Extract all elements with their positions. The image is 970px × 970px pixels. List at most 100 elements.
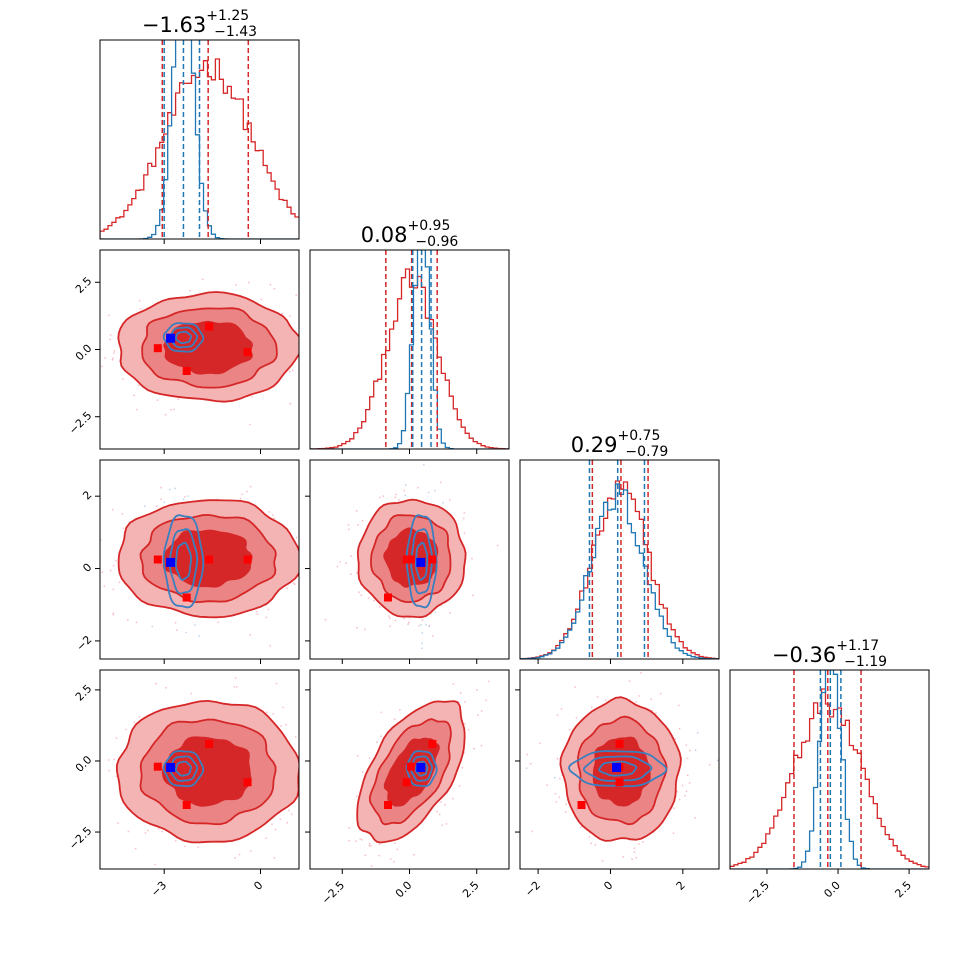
histogram-panel-4: −0.36+1.17 −1.19 −2.5 0.0 2.5 [729, 638, 930, 907]
x-tick-label: −2.5 [744, 879, 772, 907]
scatter-point [115, 775, 117, 778]
scatter-point [97, 767, 99, 769]
scatter-point [471, 557, 473, 560]
scatter-point [487, 680, 490, 683]
scatter-point [423, 456, 425, 458]
scatter-point [122, 378, 124, 380]
scatter-point [708, 764, 711, 766]
contour-narrow-1 [175, 760, 192, 777]
scatter-point [111, 508, 114, 511]
scatter-point [394, 842, 396, 844]
scatter-point [113, 352, 115, 354]
scatter-point [302, 872, 304, 874]
panel-title-3: 0.29+0.75 −0.79 [571, 428, 669, 460]
scatter-point [109, 338, 112, 341]
scatter-point [574, 686, 577, 688]
scatter-point [389, 617, 391, 620]
scatter-point [441, 824, 444, 827]
scatter-point [458, 785, 461, 787]
scatter-point [361, 519, 364, 522]
scatter-point [113, 758, 116, 761]
scatter-point [137, 384, 140, 386]
histogram-wide [730, 688, 929, 869]
scatter-point [308, 573, 310, 575]
red-marker [153, 555, 162, 564]
scatter-point [556, 714, 559, 716]
scatter-point [684, 794, 686, 797]
y-tick-label: 2.5 [73, 682, 95, 704]
red-marker [384, 593, 392, 602]
scatter-point [239, 497, 242, 500]
scatter-point [631, 858, 633, 860]
histogram-area-2 [310, 250, 509, 449]
scatter-point [348, 528, 350, 531]
scatter-point [638, 843, 640, 845]
red-marker [243, 555, 252, 564]
red-marker [153, 344, 162, 353]
scatter-point [198, 635, 201, 637]
histogram-area-3 [520, 480, 719, 659]
scatter-point [413, 853, 415, 856]
scatter-point [155, 682, 157, 685]
scatter-point [147, 829, 149, 832]
scatter-point [449, 612, 452, 614]
scatter-point [344, 518, 346, 520]
scatter-point [590, 706, 593, 709]
scatter-point [388, 615, 390, 617]
scatter-point [249, 423, 251, 426]
histogram-panel-1: −1.63+1.25 −1.43 [99, 8, 300, 244]
scatter-point [397, 499, 400, 501]
scatter-point [364, 628, 366, 631]
y-tick-label: −2 [74, 633, 95, 654]
scatter-point [249, 633, 252, 636]
red-marker [182, 593, 191, 602]
scatter-point [249, 485, 252, 488]
panel-frame [99, 39, 300, 240]
scatter-point [93, 583, 95, 585]
scatter-point [151, 625, 154, 628]
scatter-point [525, 767, 528, 770]
truth-marker [612, 763, 622, 772]
contour-narrow-1 [175, 330, 192, 344]
scatter-point [115, 737, 118, 740]
scatter-point [480, 744, 483, 747]
scatter-point [380, 711, 383, 714]
scatter-point [154, 863, 157, 866]
x-tick-label: −3 [148, 879, 169, 900]
scatter-point [286, 587, 289, 590]
scatter-point [295, 294, 298, 296]
scatter-point [121, 513, 124, 515]
scatter-point [160, 486, 162, 489]
scatter-point [404, 494, 407, 497]
scatter-point [117, 822, 119, 824]
plot-layer: −1.63+1.25 −1.430.08+0.95 −0.960.29+0.75 −0… [66, 8, 930, 907]
contour-narrow-3 [162, 750, 205, 788]
scatter-point [256, 613, 259, 616]
truth-marker [166, 763, 176, 772]
scatter-point [590, 842, 593, 845]
x-tick-label: 0.0 [393, 879, 415, 901]
panel-content [93, 485, 346, 647]
scatter-point [269, 283, 272, 286]
scatter-point [526, 753, 528, 756]
scatter-point [463, 722, 466, 725]
scatter-point [241, 493, 244, 496]
scatter-point [672, 807, 675, 810]
scatter-point [301, 788, 303, 790]
scatter-point [463, 512, 466, 514]
scatter-point [136, 408, 138, 411]
scatter-point [360, 594, 363, 597]
scatter-point [103, 585, 106, 588]
scatter-point [368, 842, 371, 845]
scatter-point [358, 591, 360, 594]
scatter-point [344, 561, 346, 563]
scatter-point [421, 642, 423, 645]
scatter-point [109, 334, 112, 336]
scatter-point [302, 542, 304, 544]
scatter-point [496, 544, 499, 547]
scatter-point [438, 813, 441, 816]
scatter-point [420, 623, 422, 626]
scatter-point [575, 716, 578, 719]
scatter-point [633, 847, 636, 850]
contour-narrow-3 [162, 322, 205, 353]
